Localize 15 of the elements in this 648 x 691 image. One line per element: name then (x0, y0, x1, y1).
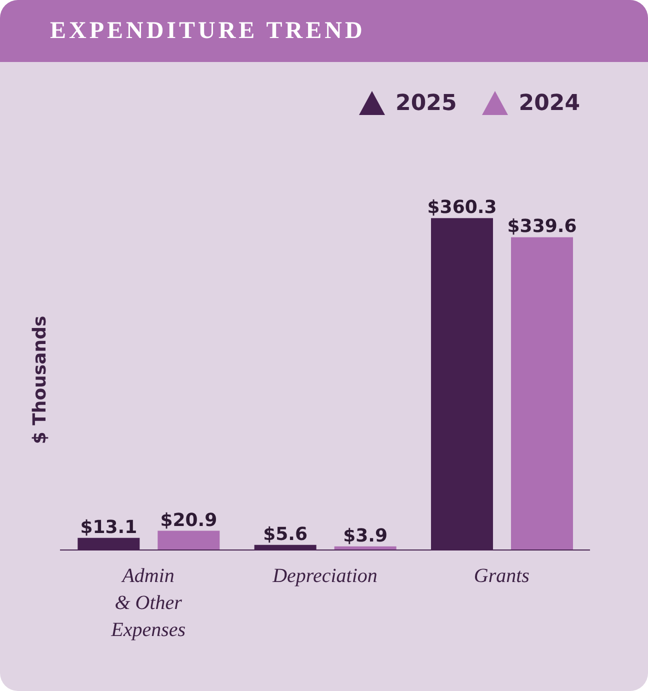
y-axis-title: $ Thousands (30, 316, 50, 444)
data-label: $339.6 (507, 216, 577, 238)
data-label: $20.9 (160, 510, 218, 531)
data-label: $13.1 (80, 516, 138, 538)
data-label: $360.3 (427, 197, 497, 218)
data-label: $3.9 (343, 525, 388, 546)
x-tick-label: Depreciation (272, 565, 378, 587)
bar (158, 530, 220, 550)
x-tick-label: Admin & Other Expenses (110, 565, 186, 641)
data-label: $5.6 (263, 524, 308, 545)
x-tick-label: Grants (474, 565, 530, 587)
legend-label: 2025 (394, 90, 457, 116)
legend-label: 2024 (518, 90, 580, 116)
bar (511, 237, 573, 550)
chart-title: EXPENDITURE TREND (50, 18, 366, 44)
